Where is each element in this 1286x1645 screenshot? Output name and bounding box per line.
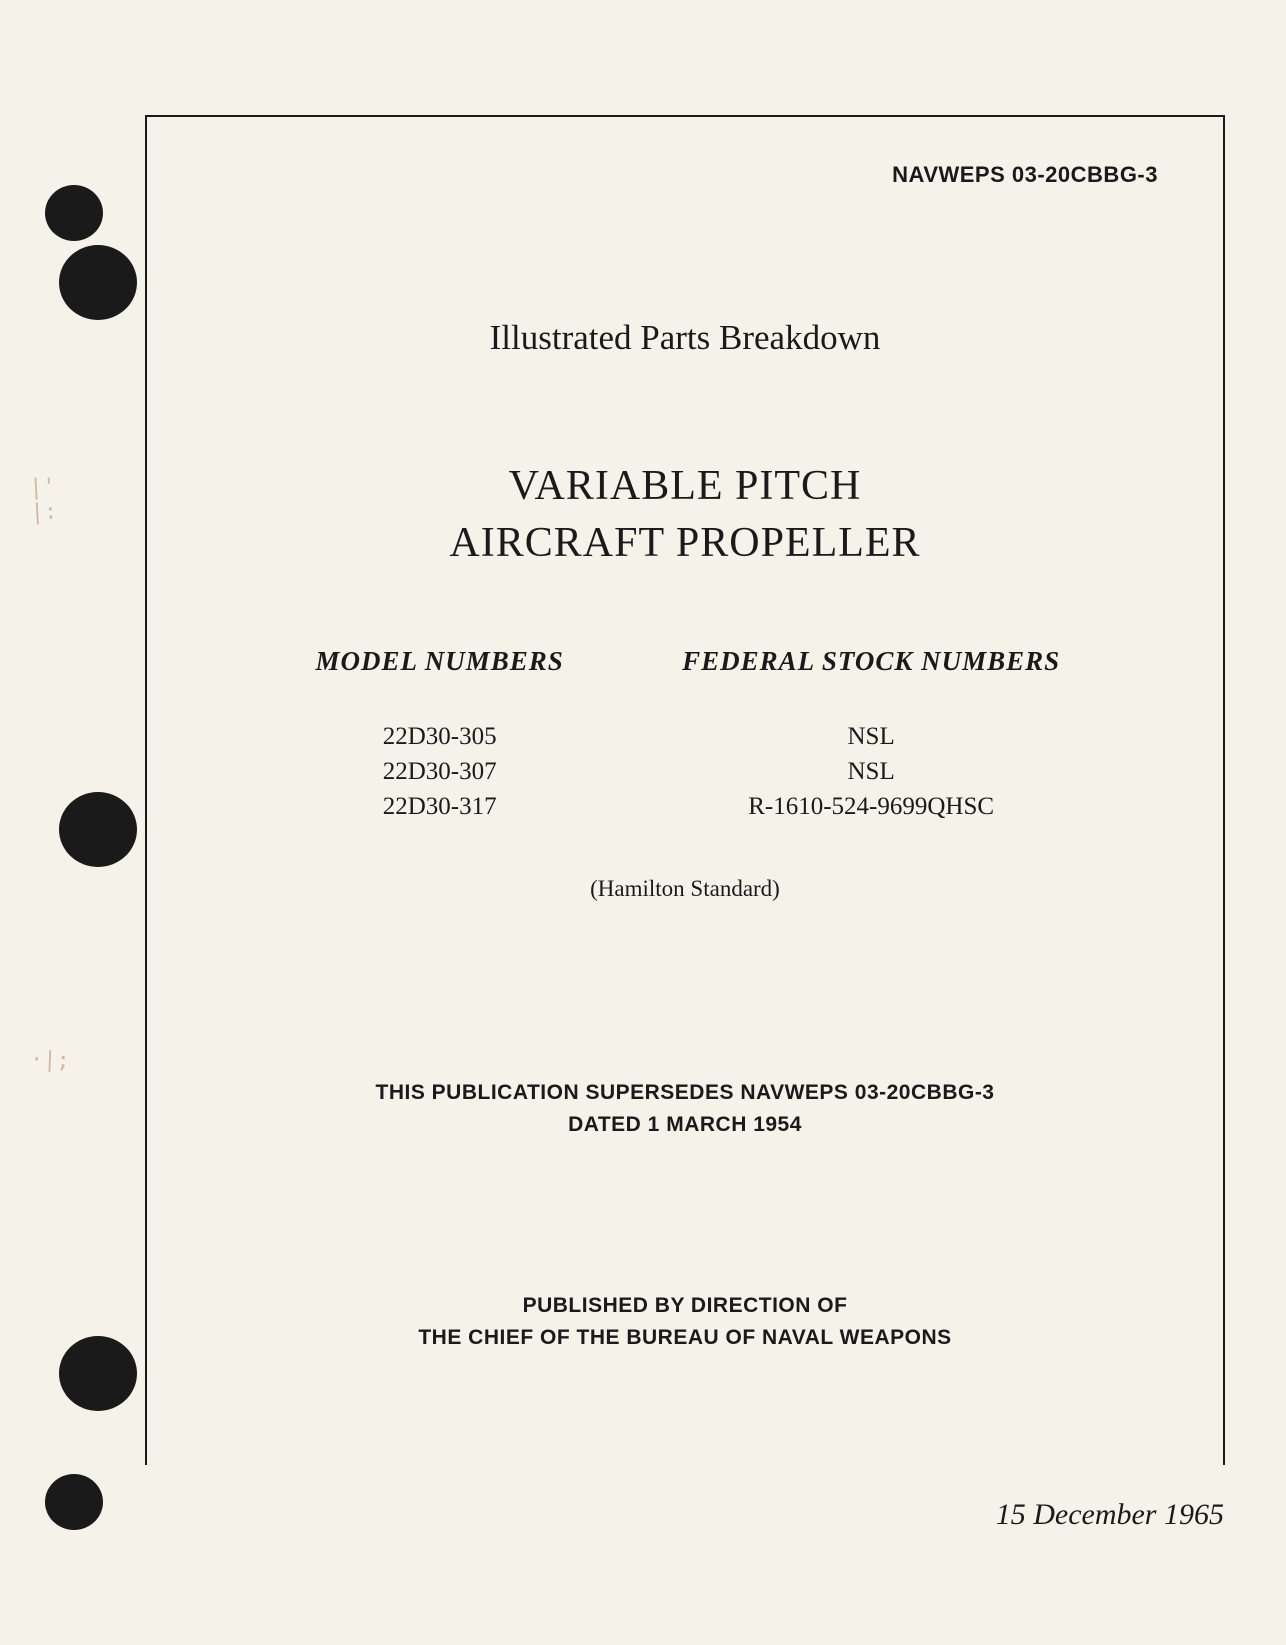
manufacturer-name: (Hamilton Standard) — [212, 876, 1158, 902]
supersedes-notice: THIS PUBLICATION SUPERSEDES NAVWEPS 03-2… — [212, 1077, 1158, 1140]
stock-numbers-column: FEDERAL STOCK NUMBERS NSL NSL R-1610-524… — [634, 646, 1108, 824]
title-line-2: AIRCRAFT PROPELLER — [449, 520, 920, 566]
binder-hole — [59, 245, 137, 320]
numbers-columns: MODEL NUMBERS 22D30-305 22D30-307 22D30-… — [212, 646, 1158, 824]
stock-number-item: NSL — [634, 754, 1108, 789]
model-number-item: 22D30-305 — [262, 719, 617, 754]
document-border: NAVWEPS 03-20CBBG-3 Illustrated Parts Br… — [145, 115, 1225, 1465]
publisher-notice: PUBLISHED BY DIRECTION OF THE CHIEF OF T… — [212, 1290, 1158, 1353]
model-number-item: 22D30-317 — [262, 789, 617, 824]
scan-artifact: ·|; — [30, 1047, 71, 1073]
title-line-1: VARIABLE PITCH — [509, 463, 862, 509]
model-number-item: 22D30-307 — [262, 754, 617, 789]
supersedes-line-1: THIS PUBLICATION SUPERSEDES NAVWEPS 03-2… — [376, 1081, 995, 1104]
binder-hole — [45, 1474, 103, 1530]
binder-hole — [59, 792, 137, 867]
document-title: VARIABLE PITCH AIRCRAFT PROPELLER — [212, 458, 1158, 571]
stock-number-item: R-1610-524-9699QHSC — [634, 789, 1108, 824]
model-numbers-header: MODEL NUMBERS — [262, 646, 617, 677]
binder-hole — [45, 185, 103, 241]
supersedes-line-2: DATED 1 MARCH 1954 — [568, 1113, 802, 1136]
publisher-line-2: THE CHIEF OF THE BUREAU OF NAVAL WEAPONS — [418, 1326, 951, 1349]
stock-number-item: NSL — [634, 719, 1108, 754]
publisher-line-1: PUBLISHED BY DIRECTION OF — [523, 1294, 848, 1317]
binder-hole — [59, 1336, 137, 1411]
publication-date: 15 December 1965 — [996, 1498, 1224, 1532]
document-subtitle: Illustrated Parts Breakdown — [212, 318, 1158, 358]
scan-artifact: |'|: — [29, 474, 58, 525]
document-number: NAVWEPS 03-20CBBG-3 — [212, 162, 1158, 188]
stock-numbers-header: FEDERAL STOCK NUMBERS — [634, 646, 1108, 677]
model-numbers-column: MODEL NUMBERS 22D30-305 22D30-307 22D30-… — [262, 646, 617, 824]
